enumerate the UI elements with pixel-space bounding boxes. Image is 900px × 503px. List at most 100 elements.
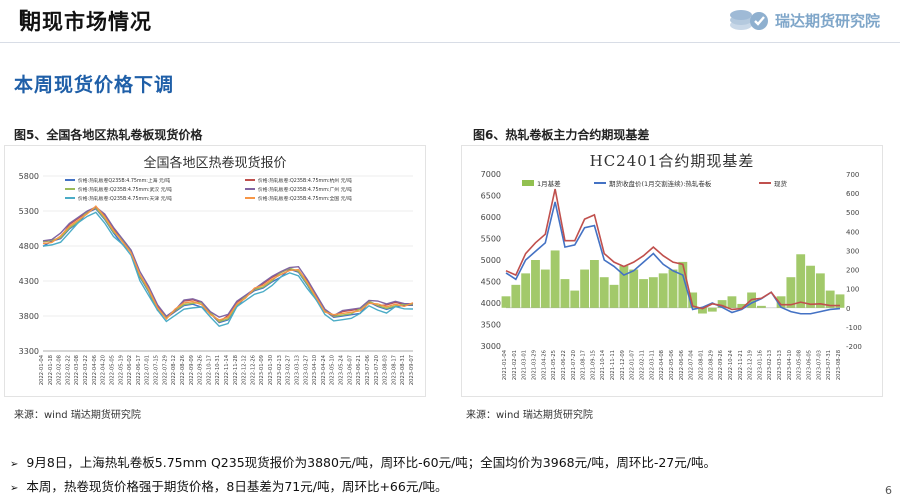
chart6-y-right-tick-label: 300 [846,247,859,255]
chart5-x-tick-label: 2022-02-22 [65,355,71,385]
chart6-basis-bar [786,277,796,308]
chart5-x-tick-label: 2023-08-17 [391,355,397,385]
chart5-x-tick-label: 2022-03-08 [74,355,80,385]
chart5-y-tick-label: 5300 [19,207,39,216]
bullet-item: ➢ 本周，热卷现货价格强于期货价格，8日基差为71元/吨，周环比+66元/吨。 [10,476,448,495]
chart6-x-tick-label: 2021-10-14 [600,349,606,380]
chart6-x-tick-label: 2022-05-06 [669,350,675,380]
chart5-x-tick-label: 2023-05-10 [330,355,336,385]
chart5-x-tick-label: 2023-04-10 [312,355,318,385]
chart5-legend-label: 价格:热轧板卷:Q235B:4.75mm:天津 元/吨 [78,195,172,202]
chart5-x-tick-label: 2022-07-29 [162,355,168,385]
chart5-x-tick-label: 2023-05-24 [339,354,345,385]
chart5-x-tick-label: 2022-10-17 [206,355,212,385]
chart6-x-tick-label: 2022-07-04 [689,349,695,380]
chart6-x-tick-label: 2021-07-20 [571,350,577,380]
chart6-x-tick-label: 2022-11-21 [738,350,744,380]
chart5-x-tick-label: 2023-02-13 [277,355,283,385]
chart6-y-right-tick-label: 400 [846,228,859,236]
chart5-x-tick-label: 2023-06-21 [356,355,362,385]
chart6-y-right-tick-label: 500 [846,209,859,217]
chart6-series-line [505,201,841,315]
chart6-panel: HC2401合约期现基差 3000 3500 4000 4500 5000 5500 600… [461,145,883,397]
chart5-x-tick-label: 2022-12-26 [250,355,256,385]
bullet-item: ➢ 9月8日，上海热轧卷板5.75mm Q235现货报价为3880元/吨，周环比-… [10,452,716,471]
chart5-x-tick-label: 2022-12-12 [242,355,248,385]
chart6-y-left-tick-label: 5000 [481,256,501,265]
chart6-basis-bar [678,261,688,308]
chart6-x-tick-label: 2022-08-29 [708,350,714,380]
chart5-x-tick-label: 2023-09-07 [409,355,415,385]
chart6-basis-bar [776,296,786,308]
chart5-legend-label: 价格:热轧板卷:Q235B:4.75mm:全国 元/吨 [258,195,352,202]
chart6-y-right-tick-label: 600 [846,190,859,198]
chart6-basis-bar [570,290,580,308]
chart6-basis-bar [550,250,560,308]
chart6-basis-bar [668,269,678,308]
chart5-x-tick-label: 2022-06-17 [136,355,142,385]
chart6-basis-bar [589,260,599,308]
chart6-basis-bar [531,260,540,308]
bullet-arrow-icon: ➢ [10,483,19,494]
chart5-x-tick-label: 2022-07-01 [145,355,151,385]
chart6-basis-bar [825,290,835,308]
chart5-x-tick-label: 2022-08-12 [171,355,177,385]
chart5-y-tick-label: 4800 [19,242,39,251]
bullet-text: 本周，热卷现货价格强于期货价格，8日基差为71元/吨，周环比+66元/吨。 [26,479,448,494]
chart6-y-right-tick-label: 0 [846,305,850,313]
chart6-x-tick-label: 2021-12-09 [620,350,626,380]
brand-logo: 瑞达期货研究院 [729,6,880,34]
chart5-legend-label: 价格:热轧板卷:Q235B:4.75mm:杭州 元/吨 [258,177,352,184]
chart6-x-tick-label: 2021-11-11 [610,350,616,380]
chart5-x-tick-label: 2022-09-26 [198,355,204,385]
chart6-x-tick-label: 2022-12-19 [748,350,754,380]
chart5-panel: 全国各地区热卷现货报价 3300 3800 4300 4800 5300 5800 2022… [4,145,426,397]
chart6-x-tick-label: 2021-05-25 [551,350,557,380]
chart6-x-tick-label: 2023-06-05 [807,350,813,380]
chart6-basis-bar [639,279,648,308]
chart6-y-left-tick-label: 3500 [481,321,501,330]
chart6-basis-bar [599,277,609,308]
chart5-x-tick-label: 2023-07-20 [374,355,380,385]
chart5-x-tick-label: 2022-11-14 [224,354,230,385]
chart5-x-tick-label: 2022-10-31 [215,355,221,385]
chart6-x-tick-label: 2021-02-01 [512,350,518,380]
fig5-caption: 图5、全国各地区热轧卷板现货价格 [14,128,203,142]
brand-name: 瑞达期货研究院 [774,11,880,30]
bullet-arrow-icon: ➢ [10,459,19,470]
chart5-legend-label: 价格:热轧板卷:Q235B:4.75mm:武汉 元/吨 [78,186,172,193]
chart5-x-tick-label: 2023-08-03 [383,355,389,385]
chart5-x-tick-label: 2022-01-04 [39,354,45,385]
chart6-x-tick-label: 2022-09-26 [718,350,724,380]
chart5-x-tick-label: 2022-05-05 [109,355,115,385]
chart6-y-right-tick-label: 700 [846,171,859,179]
chart6-basis-bar [540,269,550,308]
chart6-x-tick-label: 2021-08-17 [581,350,587,380]
chart5-x-tick-label: 2023-04-24 [321,354,327,385]
chart5-y-tick-label: 5800 [19,172,39,181]
chart5-series-line [42,211,414,328]
chart6-x-tick-label: 2022-03-11 [649,350,655,380]
chart6-x-tick-label: 2022-04-08 [659,350,665,380]
chart6-x-tick-label: 2022-01-07 [630,350,636,380]
chart5-y-tick-label: 4300 [19,277,39,286]
chart6-x-tick-label: 2022-06-06 [679,350,685,380]
chart5-legend-label: 价格:热轧板卷:Q235B:4.75mm:广州 元/吨 [258,186,352,193]
chart5-x-tick-label: 2022-04-06 [92,355,98,385]
chart6-basis-bar [658,273,668,308]
chart6-basis-bar [727,296,737,308]
fig6-caption: 图6、热轧卷板主力合约期现基差 [473,128,650,142]
chart5-x-tick-label: 2023-06-07 [347,355,353,385]
fig6-source: 来源：wind 瑞达期货研究院 [466,410,593,421]
chart5-series-line [42,207,414,324]
chart5-x-tick-label: 2022-09-09 [189,355,195,385]
chart5-x-tick-label: 2023-03-13 [294,355,300,385]
chart6-x-tick-label: 2023-04-10 [787,350,793,380]
chart5-series-line [42,206,414,318]
chart5-series-line [42,207,414,323]
chart6-x-tick-label: 2023-01-16 [757,350,763,380]
chart6-basis-bar [698,307,707,314]
chart6-basis-bar [501,296,511,308]
chart6-x-tick-label: 2023-07-03 [816,350,822,380]
